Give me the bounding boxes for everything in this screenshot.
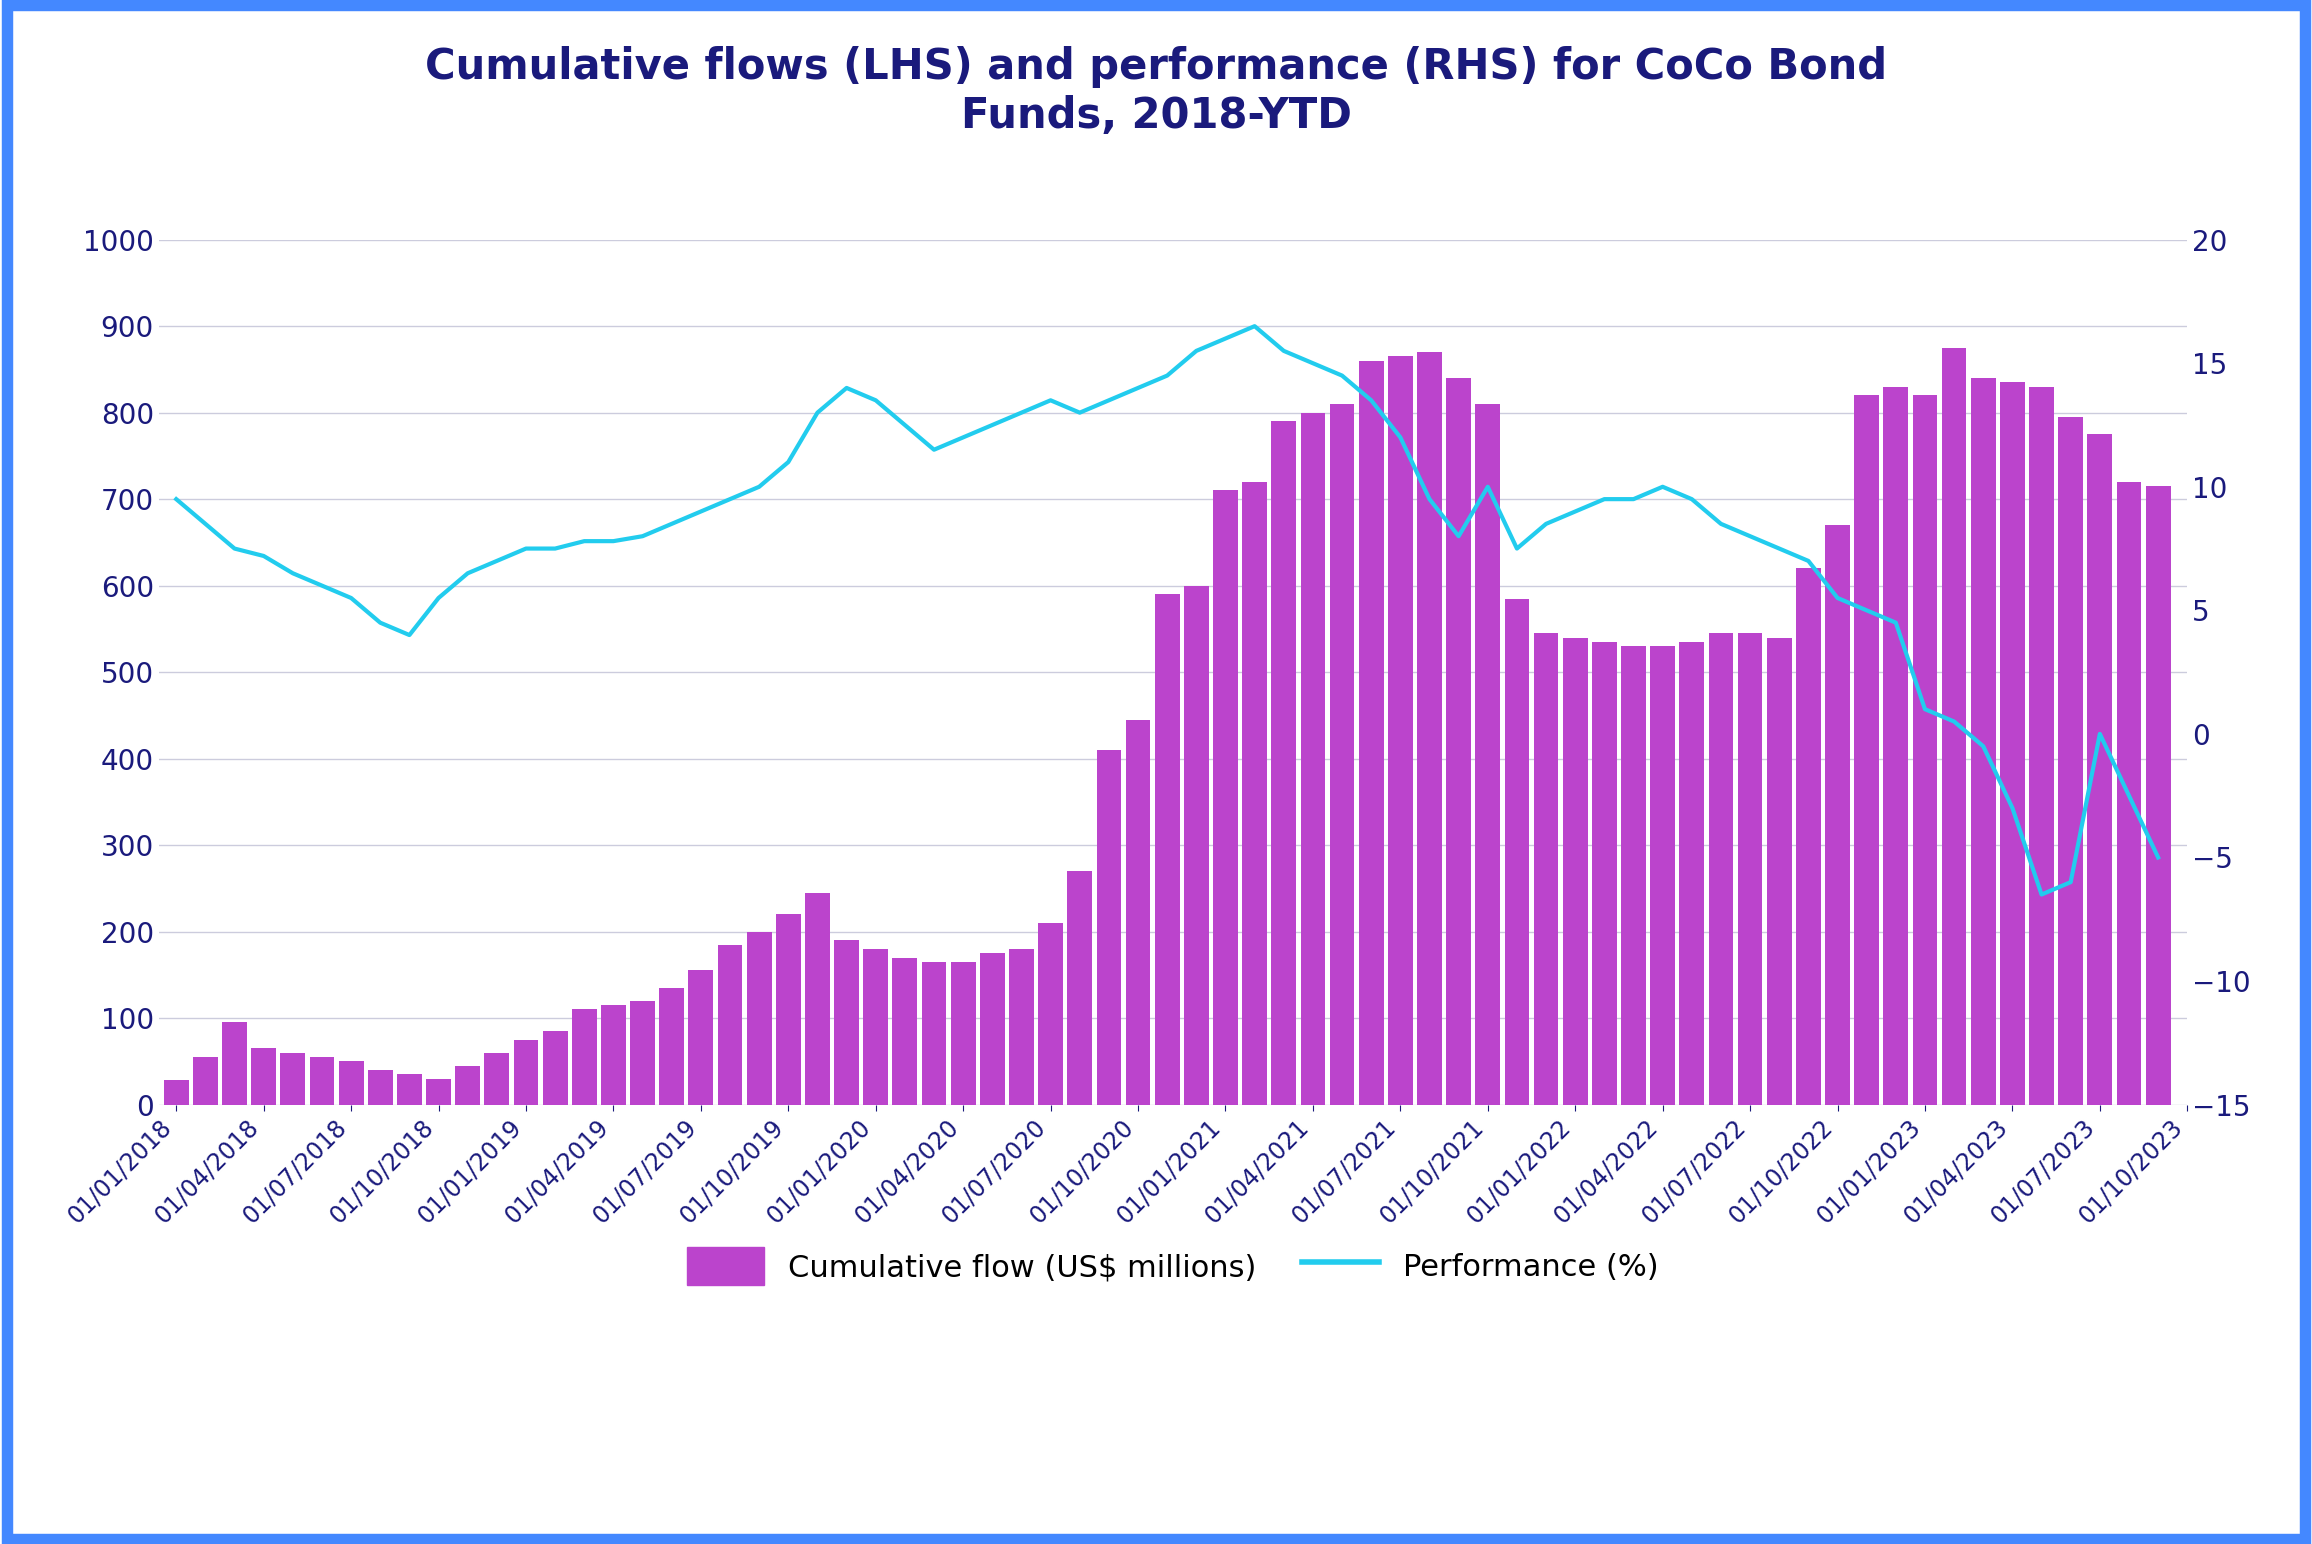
Bar (1329, 405, 1355, 1104)
Bar (1766, 638, 1792, 1104)
Bar (280, 1053, 305, 1104)
Bar (340, 1061, 363, 1104)
Bar (1651, 647, 1674, 1104)
Bar (455, 1065, 481, 1104)
Bar (1942, 347, 1968, 1104)
Bar (1533, 633, 1558, 1104)
Bar (922, 962, 946, 1104)
Bar (1214, 491, 1237, 1104)
Bar (980, 953, 1006, 1104)
Bar (1154, 594, 1179, 1104)
Bar (2058, 417, 2083, 1104)
Bar (2000, 383, 2025, 1104)
Bar (425, 1079, 451, 1104)
Bar (835, 940, 860, 1104)
Performance (%) (307, 576, 335, 594)
Bar (717, 945, 742, 1104)
Bar (543, 1031, 566, 1104)
Performance (%) (1706, 514, 1734, 533)
Performance (%) (541, 539, 569, 557)
Bar (1008, 950, 1033, 1104)
Bar (1563, 638, 1588, 1104)
Bar (252, 1048, 275, 1104)
Bar (310, 1058, 335, 1104)
Bar (1709, 633, 1734, 1104)
Bar (1302, 412, 1325, 1104)
Performance (%) (2028, 885, 2055, 903)
Bar (1796, 568, 1822, 1104)
Bar (1621, 647, 1646, 1104)
Bar (689, 971, 712, 1104)
Text: Cumulative flows (LHS) and performance (RHS) for CoCo Bond
Funds, 2018-YTD: Cumulative flows (LHS) and performance (… (425, 46, 1887, 137)
Bar (1242, 482, 1267, 1104)
Bar (1593, 642, 1616, 1104)
Bar (398, 1075, 421, 1104)
Performance (%) (162, 489, 190, 508)
Performance (%) (1327, 366, 1355, 384)
Bar (222, 1022, 247, 1104)
Bar (1912, 395, 1937, 1104)
Bar (1505, 599, 1528, 1104)
Bar (601, 1005, 627, 1104)
Bar (368, 1070, 393, 1104)
Bar (1359, 361, 1383, 1104)
Bar (1475, 405, 1500, 1104)
Performance (%) (2115, 786, 2143, 804)
Bar (659, 988, 684, 1104)
Bar (1272, 422, 1297, 1104)
Bar (2115, 482, 2141, 1104)
Bar (513, 1039, 539, 1104)
Bar (571, 1010, 596, 1104)
Bar (192, 1058, 217, 1104)
Bar (747, 931, 772, 1104)
Bar (1387, 357, 1413, 1104)
Bar (1884, 386, 1907, 1104)
Bar (950, 962, 976, 1104)
Bar (892, 957, 918, 1104)
Bar (164, 1081, 190, 1104)
Bar (2146, 486, 2171, 1104)
Bar (631, 1001, 654, 1104)
Bar (1068, 871, 1091, 1104)
Bar (862, 950, 888, 1104)
Bar (2030, 386, 2053, 1104)
Bar (1184, 585, 1209, 1104)
Bar (1096, 750, 1121, 1104)
Bar (2088, 434, 2113, 1104)
Bar (1417, 352, 1443, 1104)
Bar (486, 1053, 509, 1104)
Bar (1739, 633, 1762, 1104)
Bar (1854, 395, 1880, 1104)
Bar (1447, 378, 1470, 1104)
Bar (1824, 525, 1850, 1104)
Bar (777, 914, 800, 1104)
Performance (%) (2143, 848, 2171, 866)
Performance (%) (1242, 317, 1269, 335)
Bar (1970, 378, 1995, 1104)
Performance (%) (483, 551, 511, 570)
Legend: Cumulative flow (US$ millions), Performance (%): Cumulative flow (US$ millions), Performa… (675, 1235, 1672, 1297)
Bar (1679, 642, 1704, 1104)
Bar (1126, 720, 1151, 1104)
Bar (805, 892, 830, 1104)
Bar (1038, 923, 1064, 1104)
Line: Performance (%): Performance (%) (176, 326, 2157, 894)
